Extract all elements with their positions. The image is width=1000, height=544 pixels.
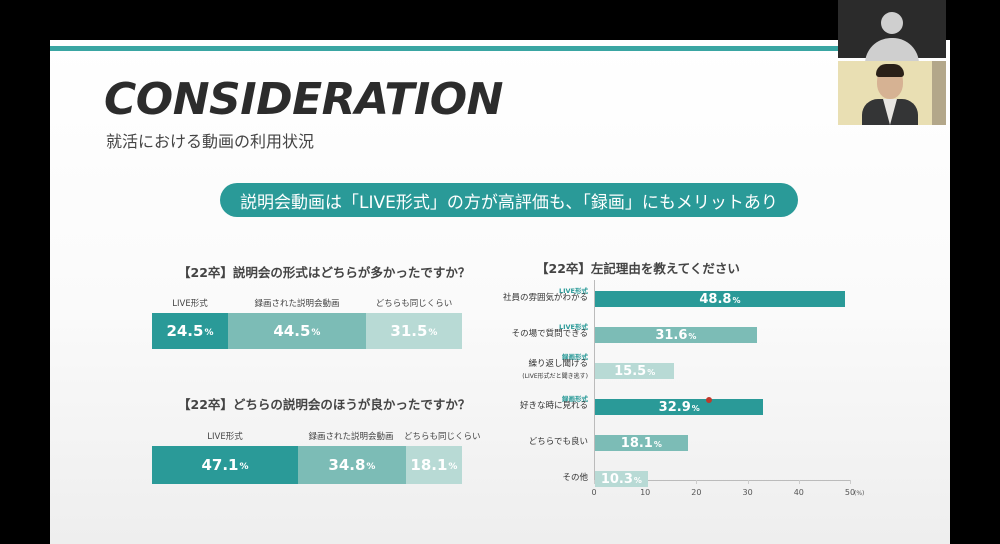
bar-value-label: 15.5 [614, 363, 647, 379]
q1-stacked-bar: 24.5% 44.5% 31.5% [152, 313, 462, 349]
q1-title: 【22卒】説明会の形式はどちらが多かったですか？ [178, 265, 471, 280]
presenter-video-tile[interactable] [838, 61, 946, 125]
bar-value-label: 10.3 [600, 471, 633, 487]
bar-value-label: 31.6 [655, 327, 688, 343]
category-label: その他 [562, 473, 588, 483]
x-tick [747, 480, 749, 484]
percent-sign: % [366, 462, 376, 472]
slide-title: CONSIDERATION [104, 74, 504, 125]
y-axis-line [594, 280, 595, 480]
q2-label-same: どちらも同じくらい [404, 432, 481, 442]
x-tick [594, 480, 595, 484]
q2-stacked-bar: 47.1% 34.8% 18.1% [152, 446, 462, 484]
percent-sign: % [653, 440, 662, 449]
x-tick-label: 40 [793, 488, 804, 497]
category-format-tag: 録画形式 [562, 395, 588, 403]
q1-value-same: 31.5 [390, 322, 428, 340]
category-label: 繰り返し聞ける [528, 359, 588, 369]
x-axis-unit: (%) [854, 490, 865, 497]
presenter-hair [876, 64, 904, 77]
percent-sign: % [204, 328, 214, 338]
presentation-slide: CONSIDERATION 就活における動画の利用状況 説明会動画は「LIVE形… [50, 40, 950, 544]
percent-sign: % [688, 332, 697, 341]
video-background-wall [932, 61, 946, 125]
mouse-cursor-dot [706, 397, 713, 403]
percent-sign: % [239, 462, 249, 472]
category-format-tag: LIVE形式 [558, 323, 588, 331]
percent-sign: % [428, 328, 438, 338]
percent-sign: % [691, 404, 700, 413]
q2-value-live: 47.1 [201, 456, 239, 474]
category-label: 好きな時に見れる [519, 401, 588, 411]
x-tick-label: 50 [844, 488, 856, 497]
avatar-icon [881, 12, 903, 34]
q2-value-same: 18.1 [410, 456, 448, 474]
category-label: その場で質問できる [511, 329, 588, 339]
q2-segment-same: 18.1% [405, 446, 462, 484]
x-axis-line [594, 480, 850, 481]
x-tick [696, 480, 698, 484]
q1-segment-recorded: 44.5% [227, 313, 366, 349]
category-format-tag: LIVE形式 [558, 287, 588, 295]
q2-label-recorded: 録画された説明会動画 [308, 432, 394, 442]
x-tick-label: 30 [742, 488, 753, 497]
q2-title: 【22卒】どちらの説明会のほうが良かったですか？ [178, 397, 471, 412]
q1-segment-live: 24.5% [152, 313, 228, 349]
bar-value-label: 18.1 [620, 435, 653, 451]
category-note: (LIVE形式だと聞き逃す) [522, 373, 588, 380]
category-label: 社員の雰囲気がわかる [502, 293, 588, 303]
q2-segment-recorded: 34.8% [298, 446, 406, 484]
percent-sign: % [448, 462, 458, 472]
percent-sign: % [633, 476, 642, 485]
q2-value-recorded: 34.8 [328, 456, 366, 474]
q1-label-live: LIVE形式 [172, 299, 208, 309]
slide-subtitle: 就活における動画の利用状況 [106, 132, 315, 151]
q1-label-recorded: 録画された説明会動画 [254, 299, 340, 309]
reasons-bar-chart: 0 10 20 30 40 50 (%) 48.8% LIVE形式 社員の雰囲気がわかる 31.6%… [498, 260, 898, 540]
chart-bar: 48.8% [595, 291, 845, 307]
chart-bar: 18.1% [595, 435, 688, 451]
q2-label-live: LIVE形式 [207, 432, 243, 442]
q2-segment-live: 47.1% [152, 446, 298, 484]
x-tick [798, 480, 800, 484]
chart-bar: 10.3% [595, 471, 648, 487]
chart-bar: 15.5% [595, 363, 675, 379]
participant-tile-placeholder[interactable] [838, 0, 946, 64]
q1-value-live: 24.5 [166, 322, 204, 340]
percent-sign: % [311, 328, 321, 338]
x-tick-label: 20 [691, 488, 702, 497]
percent-sign: % [732, 296, 741, 305]
accent-bar [50, 46, 840, 51]
summary-banner: 説明会動画は「LIVE形式」の方が高評価も、「録画」にもメリットあり [220, 183, 798, 217]
bar-value-label: 32.9 [658, 399, 691, 415]
bar-value-label: 48.8 [699, 291, 732, 307]
category-format-tag: 録画形式 [562, 353, 588, 361]
q1-label-same: どちらも同じくらい [375, 299, 453, 309]
category-label: どちらでも良い [528, 437, 588, 447]
percent-sign: % [647, 368, 656, 377]
q1-segment-same: 31.5% [365, 313, 462, 349]
chart-bar: 32.9% [595, 399, 764, 415]
x-tick [850, 480, 851, 484]
x-tick-label: 10 [640, 488, 651, 497]
chart-bar: 31.6% [595, 327, 757, 343]
chart-title: 【22卒】左記理由を教えてください [536, 261, 740, 276]
x-tick-label: 0 [591, 488, 597, 497]
q1-value-recorded: 44.5 [273, 322, 311, 340]
